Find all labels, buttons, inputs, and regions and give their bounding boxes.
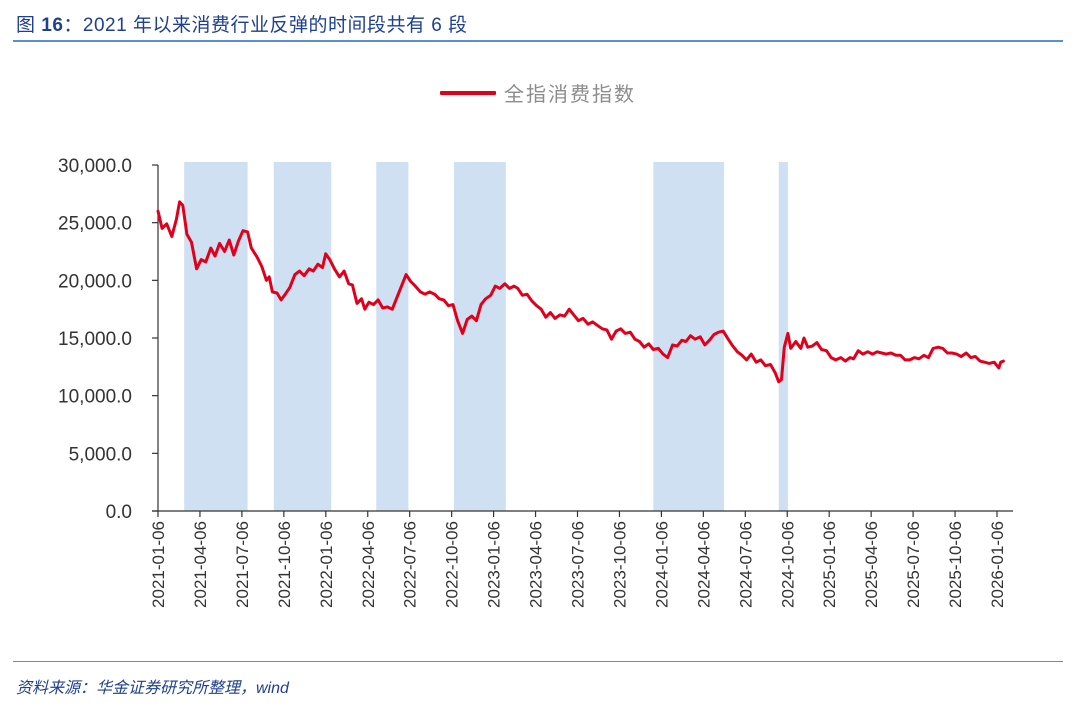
legend-label: 全指消费指数 [504, 82, 636, 106]
y-tick-label: 0.0 [106, 502, 132, 523]
y-tick-label: 20,000.0 [58, 271, 132, 292]
source-divider [13, 661, 1063, 662]
x-tick-label: 2024-01-06 [652, 521, 671, 608]
y-tick-label: 5,000.0 [69, 444, 132, 465]
x-tick-label: 2022-10-06 [443, 521, 462, 608]
x-tick-label: 2025-10-06 [946, 521, 965, 608]
figure-title-prefix: 图 [16, 15, 42, 36]
figure-title: 图 16：2021 年以来消费行业反弹的时间段共有 6 段 [16, 10, 468, 37]
x-tick-label: 2023-10-06 [610, 521, 629, 608]
shaded-period-1 [184, 162, 248, 511]
y-tick-label: 30,000.0 [58, 156, 132, 177]
x-tick-label: 2021-07-06 [233, 521, 252, 608]
figure-title-number: 16 [41, 15, 64, 36]
y-tick-label: 10,000.0 [58, 387, 132, 408]
series-line [156, 200, 1005, 384]
figure-title-text: ：2021 年以来消费行业反弹的时间段共有 6 段 [63, 15, 468, 36]
x-tick-label: 2024-07-06 [736, 521, 755, 608]
source-note: 资料来源：华金证券研究所整理，wind [16, 680, 289, 697]
chart-legend: 全指消费指数 [440, 78, 636, 107]
x-tick-label: 2022-04-06 [359, 521, 378, 608]
shaded-periods [184, 162, 788, 511]
x-tick-label: 2025-07-06 [904, 521, 923, 608]
x-tick-label: 2022-07-06 [401, 521, 420, 608]
shaded-period-2 [273, 162, 332, 511]
series-polyline [156, 200, 1005, 384]
x-tick-label: 2025-01-06 [820, 521, 839, 608]
x-tick-label: 2023-07-06 [569, 521, 588, 608]
x-tick-label: 2021-04-06 [191, 521, 210, 608]
x-tick-label: 2023-04-06 [527, 521, 546, 608]
y-tick-label: 15,000.0 [58, 329, 132, 350]
x-tick-label: 2021-01-06 [149, 521, 168, 608]
legend-line-swatch [440, 90, 496, 95]
chart-axes: 0.0 5,000.0 10,000.0 15,000.0 20,000.0 25,000… [58, 156, 1013, 608]
x-tick-label: 2024-10-06 [778, 521, 797, 608]
title-divider [13, 40, 1063, 42]
shaded-period-4 [453, 162, 506, 511]
x-tick-label: 2026-01-06 [988, 521, 1007, 608]
shaded-period-3 [376, 162, 409, 511]
x-tick-label: 2023-01-06 [485, 521, 504, 608]
x-tick-label: 2024-04-06 [694, 521, 713, 608]
x-tick-label: 2021-10-06 [275, 521, 294, 608]
shaded-period-6 [778, 162, 788, 511]
y-tick-label: 25,000.0 [58, 214, 132, 235]
x-tick-label: 2022-01-06 [317, 521, 336, 608]
x-tick-label: 2025-04-06 [862, 521, 881, 608]
